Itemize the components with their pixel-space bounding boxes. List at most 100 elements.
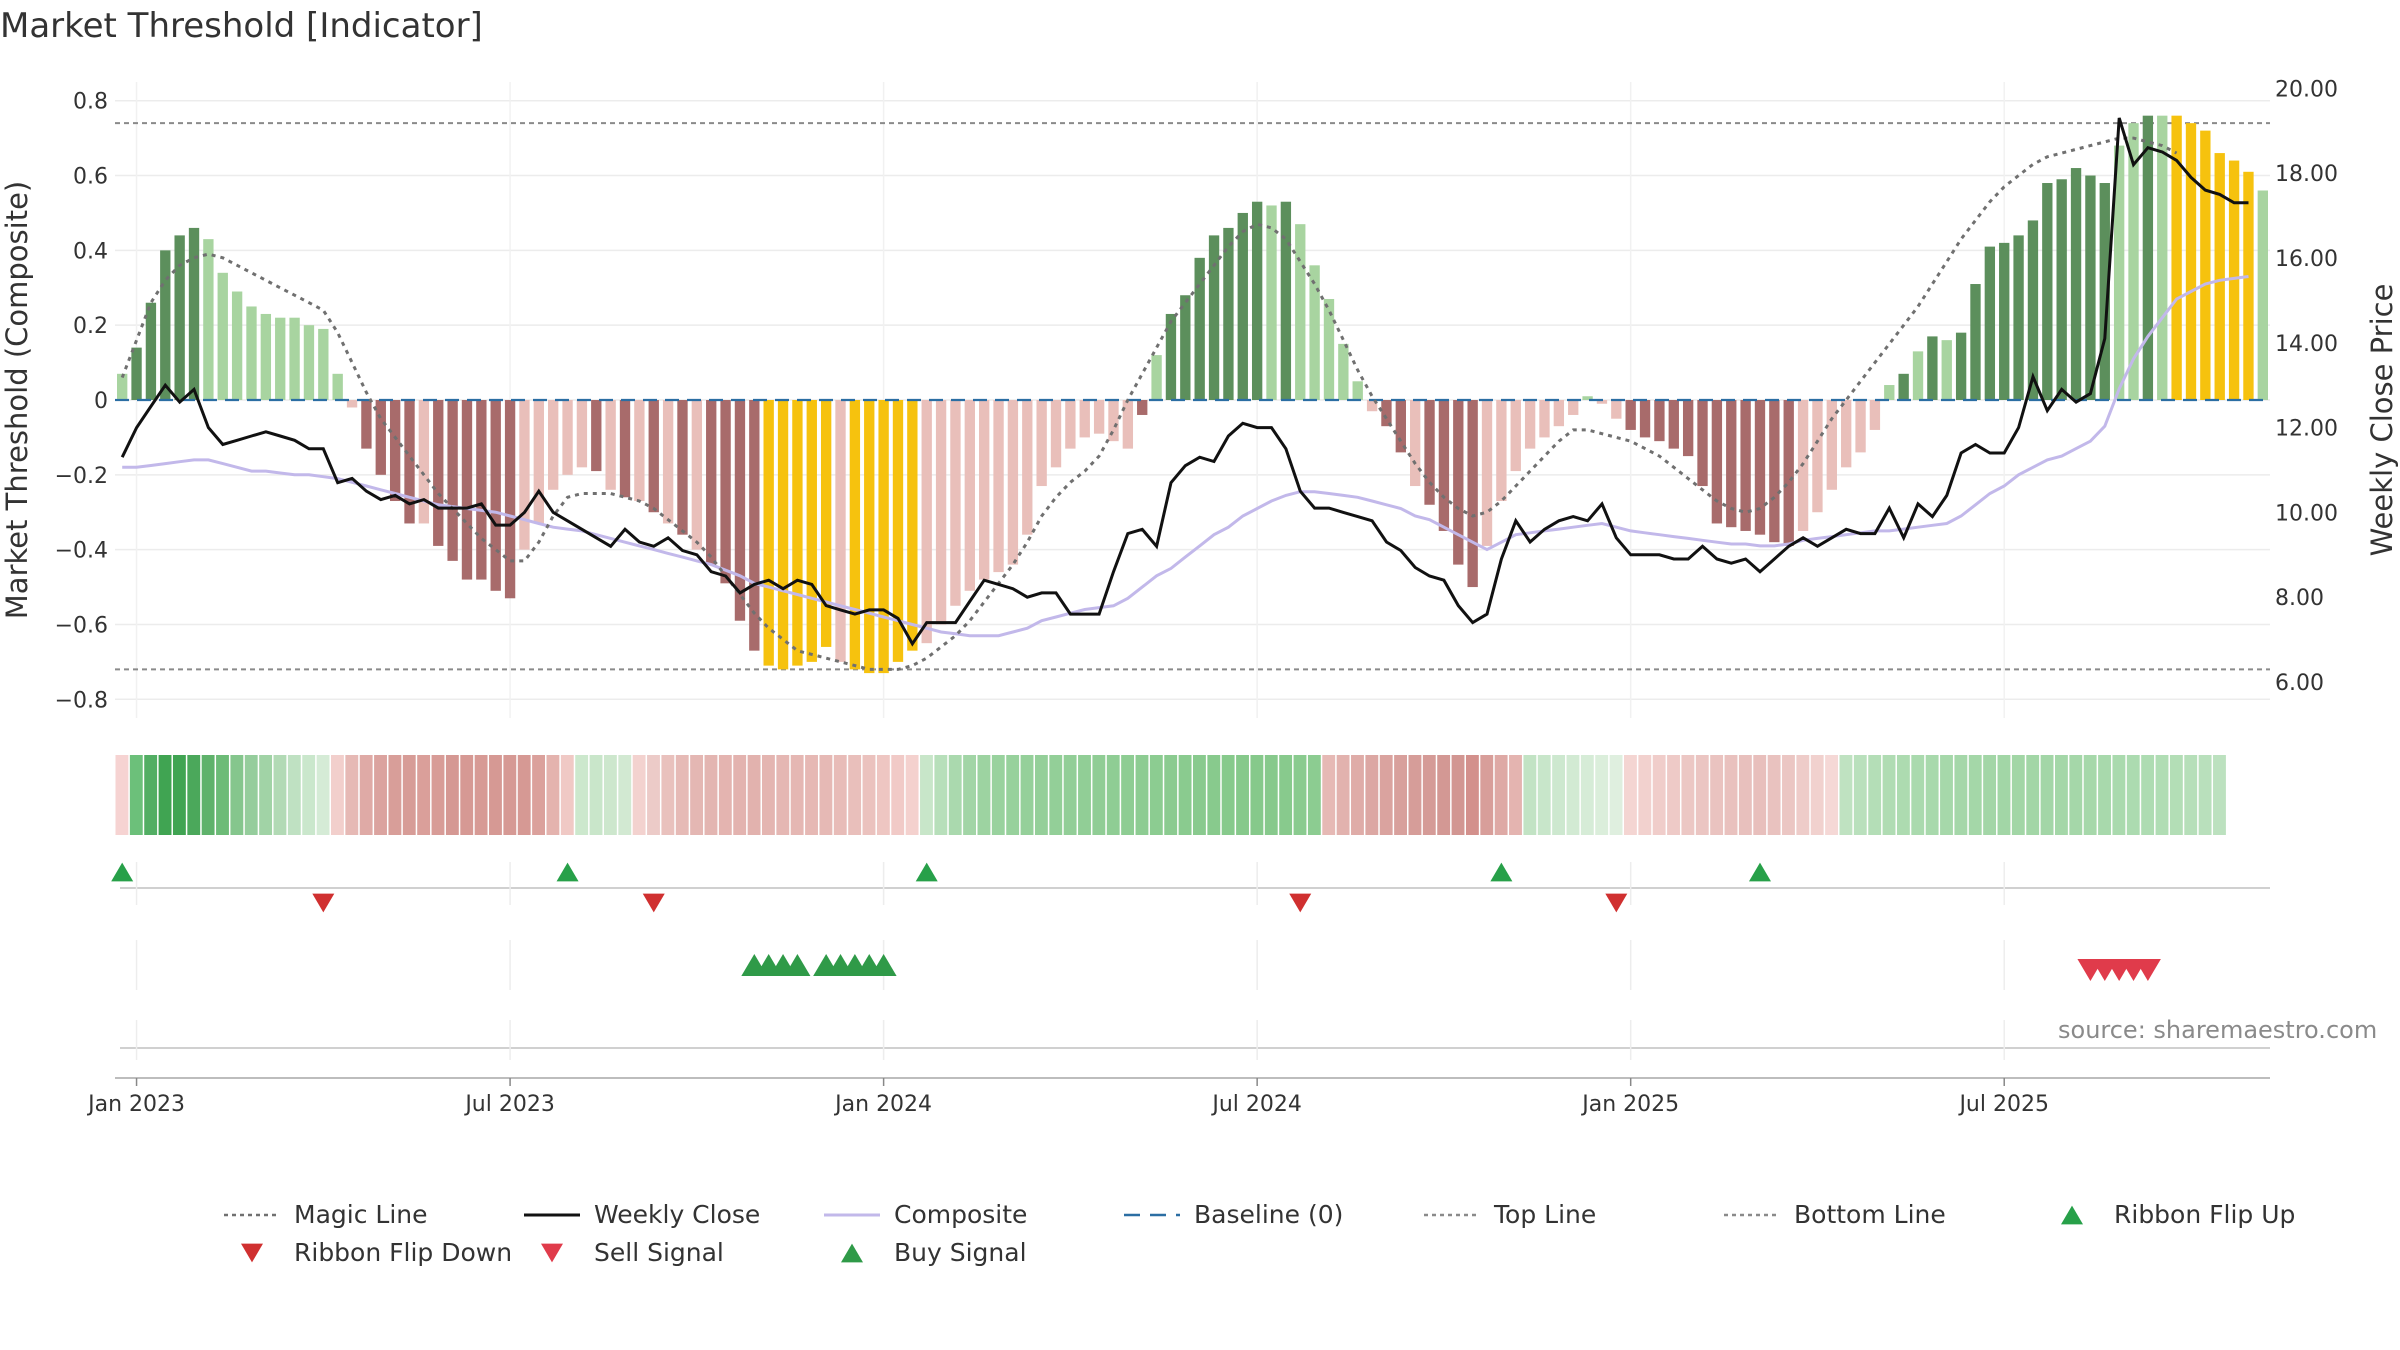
histogram-bar xyxy=(1309,265,1320,400)
ribbon-cell xyxy=(603,755,617,835)
ribbon-cell xyxy=(1738,755,1752,835)
histogram-bar xyxy=(1280,201,1292,400)
histogram-bar xyxy=(806,400,817,662)
ribbon-cell xyxy=(1437,755,1451,835)
histogram-bar xyxy=(892,400,904,662)
histogram-bar xyxy=(2243,171,2254,400)
histogram-bar xyxy=(1338,343,1349,400)
ribbon-cell xyxy=(1782,755,1795,835)
histogram-bar xyxy=(979,400,990,580)
ribbon-cell xyxy=(661,755,675,835)
y-axis-title: Market Threshold (Composite) xyxy=(0,181,34,619)
ribbon-cell xyxy=(1896,755,1910,835)
ribbon-cell xyxy=(1911,755,1925,835)
ribbon-cell xyxy=(1336,755,1350,835)
histogram-bar xyxy=(1352,381,1363,400)
histogram-bar xyxy=(346,400,358,408)
histogram-bar xyxy=(1970,284,1981,400)
histogram-bar xyxy=(1668,400,1679,449)
buy-signal-marker xyxy=(784,953,811,977)
ribbon-cell xyxy=(115,755,129,835)
histogram-bar xyxy=(2128,123,2139,400)
ribbon-cell xyxy=(920,755,933,835)
ribbon-cell xyxy=(1092,755,1106,835)
histogram-bar xyxy=(2228,160,2240,400)
histogram-bar xyxy=(1941,340,1952,400)
ribbon-strip xyxy=(115,755,2226,835)
ribbon-cell xyxy=(1853,755,1867,835)
ribbon-cell xyxy=(589,755,603,835)
histogram-bar xyxy=(1553,400,1565,427)
line-series xyxy=(115,117,2270,671)
ribbon-cell xyxy=(359,755,373,835)
histogram-bar xyxy=(562,400,573,475)
histogram-bar xyxy=(792,400,803,666)
y-tick-label: −0.4 xyxy=(55,539,108,564)
ribbon-cell xyxy=(1609,755,1623,835)
ribbon-cell xyxy=(1724,755,1738,835)
legend-marker xyxy=(541,1243,563,1262)
histogram-bar xyxy=(188,227,200,400)
ribbon-cell xyxy=(963,755,976,835)
histogram-bar xyxy=(1151,355,1162,400)
ribbon-cell xyxy=(1839,755,1853,835)
histogram-bar xyxy=(1165,313,1177,400)
legend-swatch xyxy=(841,1243,863,1262)
ribbon-cell xyxy=(1753,755,1767,835)
ribbon-cell xyxy=(1422,755,1436,835)
ribbon-cell xyxy=(690,755,704,835)
y2-tick-label: 12.00 xyxy=(2275,417,2338,442)
ribbon-cell xyxy=(1624,755,1637,835)
legend-label: Magic Line xyxy=(294,1200,428,1229)
ribbon-cell xyxy=(187,755,201,835)
histogram-bar xyxy=(1007,400,1019,565)
ribbon-cell xyxy=(172,755,186,835)
ribbon-cell xyxy=(618,755,632,835)
ribbon-flip-up-marker xyxy=(556,862,579,882)
y2-tick-label: 8.00 xyxy=(2275,586,2324,611)
legend-label: Buy Signal xyxy=(894,1238,1027,1267)
histogram-bar xyxy=(1769,400,1780,543)
histogram-bar xyxy=(1568,400,1579,415)
ribbon-cell xyxy=(934,755,948,835)
histogram-bar xyxy=(1251,201,1263,400)
histogram-bar xyxy=(1539,400,1550,438)
ribbon-cell xyxy=(718,755,732,835)
x-axis: Jan 2023 Jul 2023 Jan 2024 Jul 2024 Jan 2025… xyxy=(86,1077,2270,1117)
y-tick-label: 0.4 xyxy=(73,239,108,264)
histogram-bar xyxy=(1180,295,1191,400)
histogram-bar xyxy=(691,400,703,550)
ribbon-cell xyxy=(1379,755,1393,835)
histogram-bar xyxy=(1826,400,1837,490)
ribbon-cell xyxy=(977,755,991,835)
ribbon-cell xyxy=(287,755,301,835)
ribbon-flip-down-marker xyxy=(1605,893,1628,913)
ribbon-cell xyxy=(805,755,818,835)
ribbon-cell xyxy=(129,755,143,835)
histogram-bar xyxy=(418,400,430,524)
ribbon-cell xyxy=(1293,755,1307,835)
histogram-bar xyxy=(1208,235,1220,400)
legend-swatch xyxy=(541,1243,563,1262)
ribbon-flip-up-marker xyxy=(1490,862,1513,882)
legend-label: Ribbon Flip Down xyxy=(294,1238,513,1267)
histogram-bar xyxy=(591,400,602,472)
ribbon-cell xyxy=(1207,755,1221,835)
ribbon-cell xyxy=(1954,755,1968,835)
legend-swatch xyxy=(1124,1213,1180,1216)
ribbon-cell xyxy=(417,755,431,835)
ribbon-cell xyxy=(445,755,459,835)
histogram-bar xyxy=(907,400,918,651)
histogram-bar xyxy=(203,239,214,400)
y-tick-label: 0.6 xyxy=(73,165,108,190)
ribbon-cell xyxy=(2098,755,2111,835)
histogram-bar xyxy=(1122,400,1134,449)
histogram-bar xyxy=(1682,400,1694,457)
x-tick-label: Jul 2024 xyxy=(1210,1092,1302,1117)
histogram-bar xyxy=(2214,153,2225,400)
histogram-bar xyxy=(2056,179,2067,400)
ribbon-cell xyxy=(1667,755,1680,835)
histogram-bar xyxy=(361,400,372,449)
legend-swatch xyxy=(1424,1213,1480,1216)
ribbon-flip-down-marker xyxy=(642,893,665,913)
